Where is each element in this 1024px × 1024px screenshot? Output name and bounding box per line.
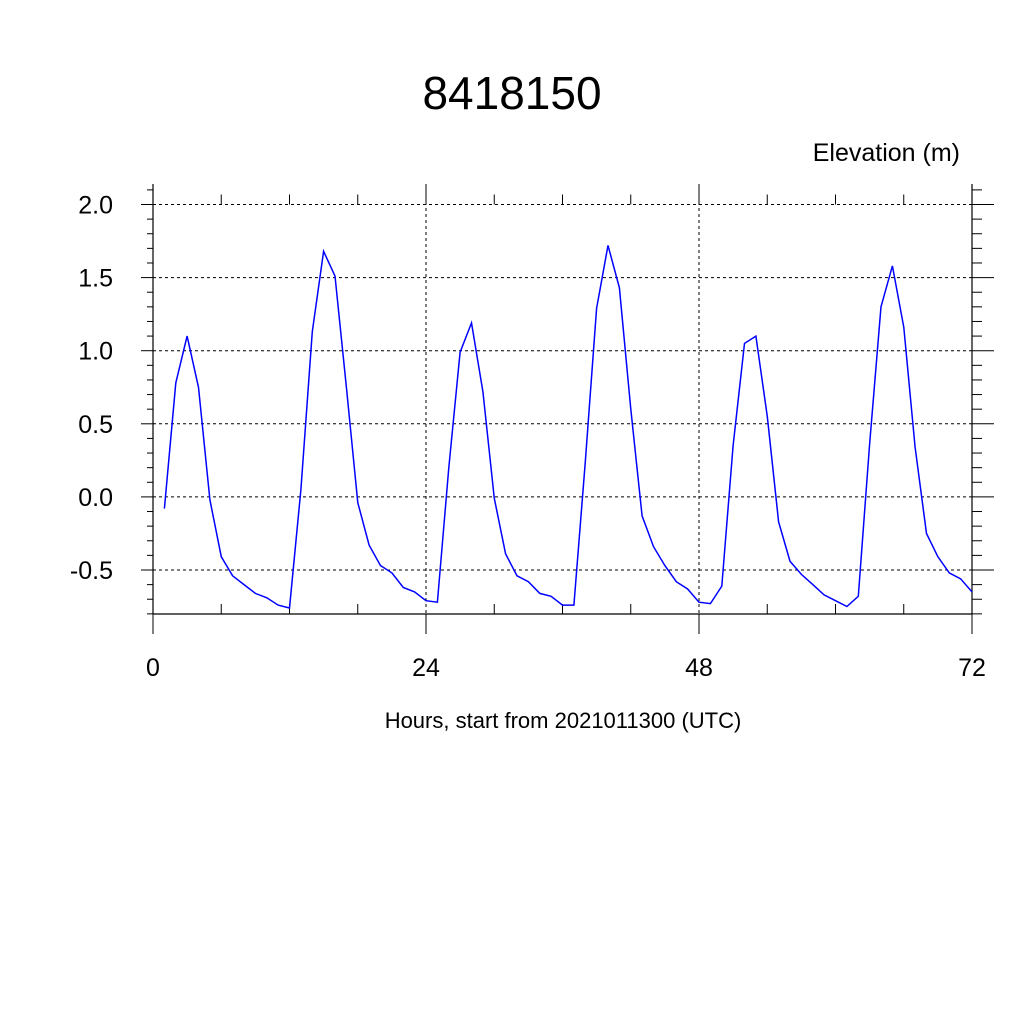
x-tick-label: 0 (146, 654, 160, 682)
y-tick-label: 0.0 (78, 484, 113, 512)
y-tick-label: 1.5 (78, 265, 113, 293)
y-tick-label: 2.0 (78, 192, 113, 220)
y-tick-label: 0.5 (78, 411, 113, 439)
y-tick-label: 1.0 (78, 338, 113, 366)
series-line (163, 245, 973, 609)
x-axis-label: Hours, start from 2021011300 (UTC) (384, 708, 742, 733)
x-tick-label: 24 (412, 654, 440, 682)
y-tick-label: -0.5 (70, 557, 113, 585)
x-tick-label: 48 (685, 654, 713, 682)
x-tick-label: 72 (958, 654, 986, 682)
chart-title: 8418150 (422, 67, 602, 119)
y-axis-label: Elevation (m) (812, 139, 960, 167)
